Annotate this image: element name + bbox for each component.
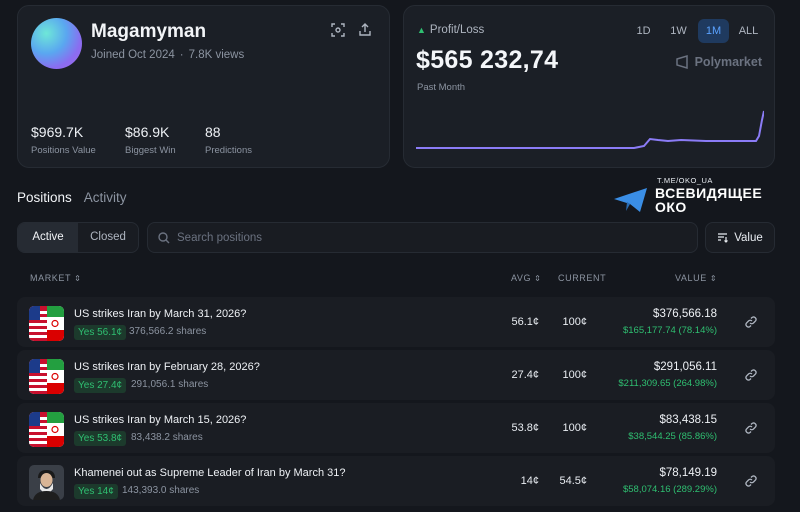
- current-price: 100¢: [562, 369, 587, 381]
- views-count: 7.8K views: [188, 49, 245, 61]
- sort-updown-icon: ⇕: [709, 274, 718, 283]
- shares-count: 291,056.1 shares: [131, 379, 209, 390]
- scan-icon[interactable]: [331, 23, 347, 39]
- col-market[interactable]: MARKET ⇕: [30, 273, 82, 283]
- search-input[interactable]: [177, 223, 687, 252]
- stat-positions-value: $969.7K Positions Value: [31, 124, 96, 156]
- market-thumbnail: [29, 465, 64, 500]
- range-1d[interactable]: 1D: [636, 25, 651, 37]
- table-row[interactable]: Khamenei out as Supreme Leader of Iran b…: [17, 456, 775, 506]
- outcome-badge: Yes 53.8¢: [74, 431, 127, 446]
- position-pnl: $165,177.74 (78.14%): [622, 325, 717, 336]
- outcome-badge: Yes 14¢: [74, 484, 118, 499]
- joined-date: Joined Oct 2024: [91, 49, 175, 61]
- market-thumbnail: [29, 412, 64, 447]
- avg-price: 14¢: [520, 475, 539, 487]
- search-icon: [158, 232, 170, 244]
- outcome-badge: Yes 27.4¢: [74, 378, 127, 393]
- market-title[interactable]: US strikes Iran by March 31, 2026?: [74, 308, 247, 320]
- market-title[interactable]: Khamenei out as Supreme Leader of Iran b…: [74, 467, 346, 479]
- tab-activity[interactable]: Activity: [83, 190, 127, 205]
- position-pnl: $211,309.65 (264.98%): [618, 378, 717, 389]
- profile-meta: Joined Oct 2024 · 7.8K views: [91, 49, 245, 61]
- avg-price: 27.4¢: [511, 369, 539, 381]
- link-icon[interactable]: [745, 316, 757, 328]
- col-avg[interactable]: AVG ⇕: [511, 273, 542, 283]
- up-triangle-icon: ▲: [417, 25, 426, 35]
- position-pnl: $58,074.16 (289.29%): [622, 484, 717, 495]
- avatar: [31, 18, 82, 69]
- table-row[interactable]: US strikes Iran by March 31, 2026? Yes 5…: [17, 297, 775, 347]
- tab-positions[interactable]: Positions: [17, 190, 72, 205]
- position-value: $376,566.18: [653, 308, 717, 320]
- username: Magamyman: [91, 21, 207, 42]
- share-icon[interactable]: [358, 23, 374, 39]
- current-price: 100¢: [562, 316, 587, 328]
- watermark-title: ВСЕВИДЯЩЕЕ ОКО: [655, 185, 763, 215]
- range-selector: 1D 1W 1M ALL: [628, 19, 764, 43]
- table-row[interactable]: US strikes Iran by March 15, 2026? Yes 5…: [17, 403, 775, 453]
- outcome-badge: Yes 56.1¢: [74, 325, 127, 340]
- market-thumbnail: [29, 306, 64, 341]
- range-1w[interactable]: 1W: [670, 25, 687, 37]
- sort-icon: [718, 233, 729, 243]
- position-value: $291,056.11: [653, 361, 717, 373]
- stat-biggest-win: $86.9K Biggest Win: [125, 124, 176, 156]
- sort-updown-icon: ⇕: [74, 274, 82, 283]
- pnl-card: ▲ Profit/Loss $565 232,74 Past Month 1D 1…: [403, 5, 775, 168]
- col-value[interactable]: VALUE ⇕: [675, 273, 718, 283]
- market-thumbnail: [29, 359, 64, 394]
- link-icon[interactable]: [745, 422, 757, 434]
- range-1m[interactable]: 1M: [698, 19, 729, 43]
- market-title[interactable]: US strikes Iran by February 28, 2026?: [74, 361, 260, 373]
- col-current: CURRENT: [558, 273, 607, 283]
- current-price: 54.5¢: [559, 475, 587, 487]
- sort-updown-icon: ⇕: [534, 274, 542, 283]
- profile-card: Magamyman Joined Oct 2024 · 7.8K views $96…: [17, 5, 390, 168]
- avg-price: 53.8¢: [511, 422, 539, 434]
- filter-active[interactable]: Active: [18, 223, 78, 252]
- pnl-value: $565 232,74: [416, 46, 559, 74]
- market-title[interactable]: US strikes Iran by March 15, 2026?: [74, 414, 247, 426]
- polymarket-brand: Polymarket: [675, 55, 762, 69]
- avg-price: 56.1¢: [511, 316, 539, 328]
- main-tabs: Positions Activity: [17, 190, 127, 205]
- link-icon[interactable]: [745, 369, 757, 381]
- filter-closed[interactable]: Closed: [90, 231, 126, 243]
- polymarket-logo-icon: [675, 55, 688, 69]
- position-value: $78,149.19: [659, 467, 717, 479]
- stat-predictions: 88 Predictions: [205, 124, 252, 156]
- channel-watermark: T.ME/OKO_UA ВСЕВИДЯЩЕЕ ОКО: [613, 176, 773, 216]
- paper-plane-icon: [614, 188, 647, 212]
- watermark-handle: T.ME/OKO_UA: [657, 176, 713, 185]
- position-pnl: $38,544.25 (85.86%): [628, 431, 717, 442]
- pnl-sparkline: [416, 110, 764, 149]
- link-icon[interactable]: [745, 475, 757, 487]
- shares-count: 83,438.2 shares: [131, 432, 203, 443]
- pnl-label: ▲ Profit/Loss: [417, 24, 485, 36]
- current-price: 100¢: [562, 422, 587, 434]
- search-box: [147, 222, 698, 253]
- shares-count: 376,566.2 shares: [129, 326, 207, 337]
- status-toggle: Active Closed: [17, 222, 139, 253]
- table-row[interactable]: US strikes Iran by February 28, 2026? Ye…: [17, 350, 775, 400]
- sort-button[interactable]: Value: [705, 222, 775, 253]
- shares-count: 143,393.0 shares: [122, 485, 200, 496]
- pnl-period: Past Month: [417, 82, 466, 93]
- range-all[interactable]: ALL: [738, 25, 759, 37]
- position-value: $83,438.15: [659, 414, 717, 426]
